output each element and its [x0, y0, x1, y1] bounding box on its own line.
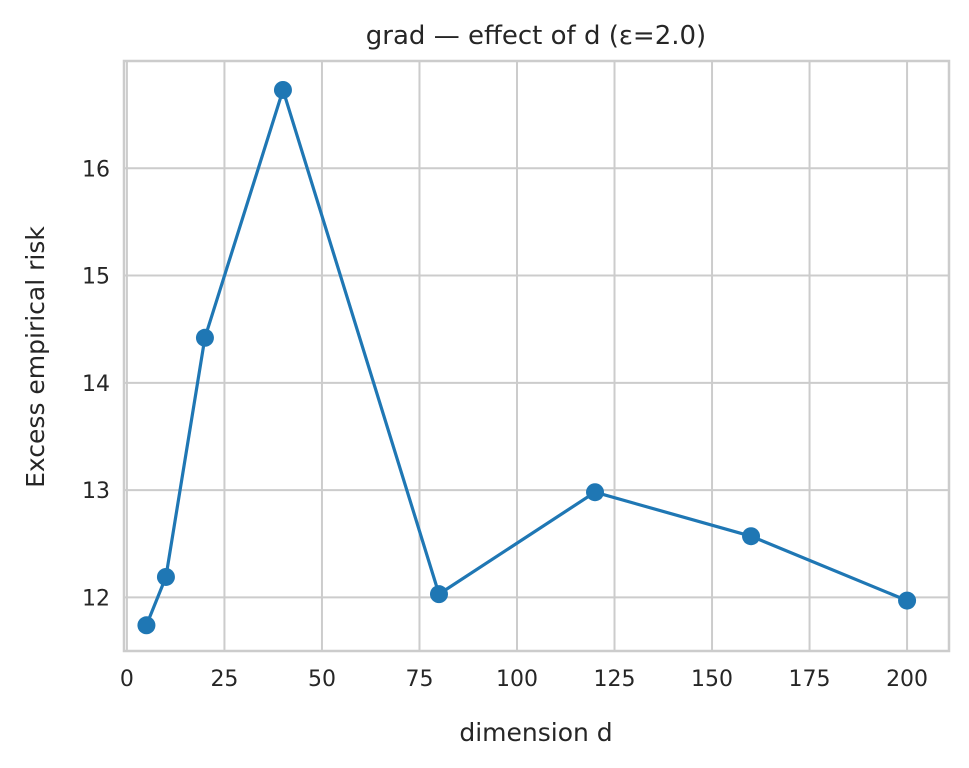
x-axis-label: dimension d — [459, 718, 612, 747]
x-tick-label: 75 — [405, 667, 433, 692]
x-tick-label: 200 — [886, 667, 928, 692]
x-tick-label: 125 — [594, 667, 636, 692]
data-point — [429, 585, 448, 604]
chart-title: grad — effect of d (ε=2.0) — [366, 21, 706, 51]
data-point — [586, 483, 605, 502]
x-tick-label: 50 — [308, 667, 336, 692]
y-tick-label: 15 — [82, 265, 110, 290]
data-point — [898, 591, 917, 610]
y-tick-label: 16 — [82, 157, 110, 182]
data-point — [195, 328, 214, 347]
y-tick-labels: 12 13 14 15 16 — [82, 157, 110, 611]
grid — [124, 61, 949, 651]
x-tick-label: 0 — [120, 667, 134, 692]
y-axis-label: Excess empirical risk — [21, 226, 50, 488]
data-point — [742, 527, 761, 546]
y-tick-label: 14 — [82, 372, 110, 397]
x-tick-labels: 0 25 50 75 100 125 150 175 200 — [120, 667, 928, 692]
x-tick-label: 100 — [496, 667, 538, 692]
data-point — [273, 80, 292, 99]
data-point — [156, 567, 175, 586]
x-tick-label: 150 — [691, 667, 733, 692]
series-line — [144, 88, 909, 627]
y-tick-label: 13 — [82, 479, 110, 504]
y-tick-label: 12 — [82, 586, 110, 611]
plot-frame — [122, 59, 951, 653]
series-layer — [137, 80, 917, 635]
x-tick-label: 175 — [789, 667, 831, 692]
x-tick-label: 25 — [210, 667, 238, 692]
data-point — [137, 616, 156, 635]
